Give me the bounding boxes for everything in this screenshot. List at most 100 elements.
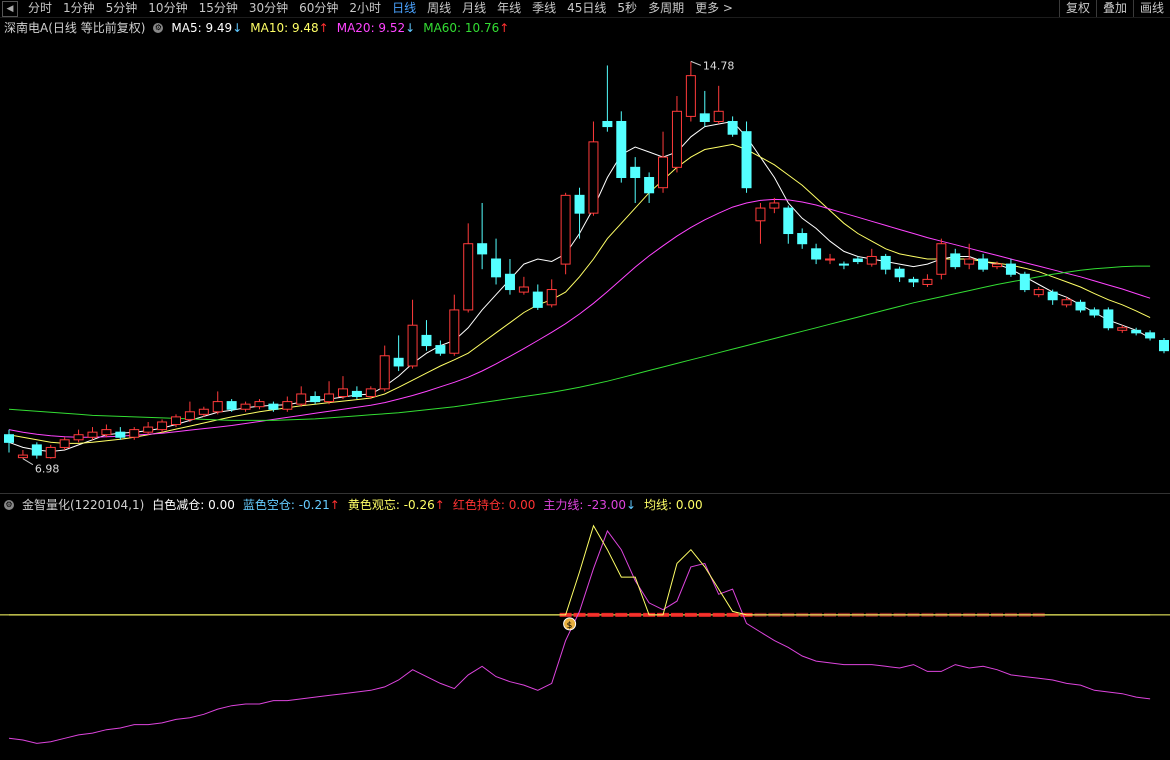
tab-3[interactable]: 10分钟 [148, 1, 188, 15]
main-legend-item-2: MA20: 9.52↓ [337, 21, 415, 35]
holding-bar [684, 612, 697, 617]
candle-body [950, 253, 961, 268]
candle-body [908, 278, 919, 283]
sub-legend-item-4: 主力线: -23.00↓ [543, 496, 636, 513]
collapse-icon[interactable]: ◀ [2, 1, 18, 17]
sub-legend-item-3: 红色持仓: 0.00 [453, 496, 536, 513]
candle-body [713, 110, 724, 122]
main-legend-label: MA5: [171, 20, 202, 35]
candle-body [992, 263, 1003, 268]
candle-body [143, 426, 154, 433]
candle-body [393, 357, 404, 367]
period-toolbar: ◀ 分时 1分钟 5分钟 10分钟 15分钟 30分钟 60分钟 2小时 日线 周线 月线 年线 季线 4… [0, 0, 1170, 18]
sub-legend-item-2: 黄色观忘: -0.26↑ [348, 496, 445, 513]
candle-body [769, 202, 780, 209]
candle-body [198, 408, 209, 415]
candle-body [157, 421, 168, 431]
settings-circle-icon[interactable]: ⚙ [153, 22, 164, 33]
candle-body [1061, 299, 1072, 306]
panel-divider [0, 493, 1170, 494]
tab-11[interactable]: 年线 [497, 1, 522, 15]
candle-body [1159, 339, 1169, 352]
holding-bar [573, 612, 586, 617]
tab-0[interactable]: 分时 [28, 1, 53, 15]
candle-body [59, 439, 70, 448]
candle-body [73, 434, 84, 441]
candle-body [184, 411, 195, 420]
candle-body [964, 258, 975, 265]
tab-14[interactable]: 5秒 [617, 1, 638, 15]
buy-signal-label: $ [567, 621, 573, 631]
main-legend-value: 10.76 [461, 20, 500, 35]
candle-body [630, 166, 641, 179]
tab-12[interactable]: 季线 [532, 1, 557, 15]
tab-6[interactable]: 60分钟 [299, 1, 339, 15]
tab-13[interactable]: 45日线 [567, 1, 607, 15]
candle-body [518, 286, 529, 293]
candle-body [852, 258, 863, 263]
period-tabs: 分时 1分钟 5分钟 10分钟 15分钟 30分钟 60分钟 2小时 日线 周线 月线 年线 季线 45日… [28, 0, 733, 17]
candle-body [365, 388, 376, 398]
candle-body [1089, 309, 1100, 316]
candle-body [1005, 263, 1016, 275]
candle-body [532, 291, 543, 308]
candle-body [671, 110, 682, 168]
sub-legend-item-1: 蓝色空仓: -0.21↑ [243, 496, 340, 513]
ma-values: MA5: 9.49↓ MA10: 9.48↑ MA20: 9.52↓ MA60: 10… [171, 21, 509, 35]
toolbar-button-0[interactable]: 复权 [1058, 0, 1096, 17]
sub-legend-item-5: 均线: 0.00 [644, 496, 703, 513]
tab-7[interactable]: 2小时 [349, 1, 382, 15]
tab-9[interactable]: 周线 [427, 1, 452, 15]
candle-body [588, 141, 599, 214]
settings-circle-icon[interactable]: ⚙ [4, 499, 14, 510]
candle-body [560, 194, 571, 265]
tab-15[interactable]: 多周期 [648, 1, 685, 15]
sub-legend-label: 红色持仓: [452, 498, 505, 512]
tab-8[interactable]: 日线 [392, 1, 417, 15]
sub-legend-value: -0.26 [399, 498, 435, 512]
candle-body [574, 194, 585, 214]
main-legend-value: 9.52 [374, 20, 406, 35]
toolbar-right-buttons: 复权 叠加 画线 [1058, 0, 1170, 17]
candle-body [477, 243, 488, 255]
candle-body [31, 444, 42, 456]
indicator-title: 金智量化(1220104,1) [22, 498, 145, 512]
sub-legend-value: 0.00 [504, 498, 536, 512]
tab-16[interactable]: 更多 > [695, 1, 733, 15]
candle-body [685, 75, 696, 117]
buy-signal-icon [563, 617, 577, 631]
candle-body [351, 390, 362, 398]
candle-body [602, 120, 613, 128]
candle-body [421, 334, 432, 347]
candle-body [449, 309, 460, 354]
candle-body [504, 273, 515, 291]
sub-legend-value: 0.00 [672, 498, 703, 512]
tab-4[interactable]: 15分钟 [198, 1, 238, 15]
line-ma5 [8, 120, 1151, 453]
candle-body [1117, 327, 1128, 331]
low-pointer [22, 458, 34, 466]
candle-body [115, 431, 126, 438]
candle-body [866, 255, 877, 265]
sub-legend-value: -23.00 [583, 498, 626, 512]
candle-body [463, 243, 474, 311]
tab-1[interactable]: 1分钟 [63, 1, 95, 15]
tab-5[interactable]: 30分钟 [248, 1, 289, 15]
candle-body [129, 429, 140, 438]
candle-body [282, 401, 293, 410]
line-ma20 [8, 198, 1151, 438]
holding-bar [670, 612, 683, 617]
toolbar-button-2[interactable]: 画线 [1132, 0, 1170, 17]
holding-bar [712, 612, 725, 617]
toolbar-button-1[interactable]: 叠加 [1095, 0, 1133, 17]
candle-body [1131, 329, 1142, 334]
candle-body [825, 258, 836, 261]
low-price-label: 6.98 [35, 463, 60, 476]
arrow-up-icon: ↑ [329, 498, 340, 512]
candle-body [644, 177, 655, 194]
indicator-values: 白色减仓: 0.00 蓝色空仓: -0.21↑ 黄色观忘: -0.26↑ 红色持仓: … [152, 496, 702, 513]
tab-2[interactable]: 5分钟 [105, 1, 138, 15]
tab-10[interactable]: 月线 [462, 1, 487, 15]
holding-bar [726, 612, 739, 617]
